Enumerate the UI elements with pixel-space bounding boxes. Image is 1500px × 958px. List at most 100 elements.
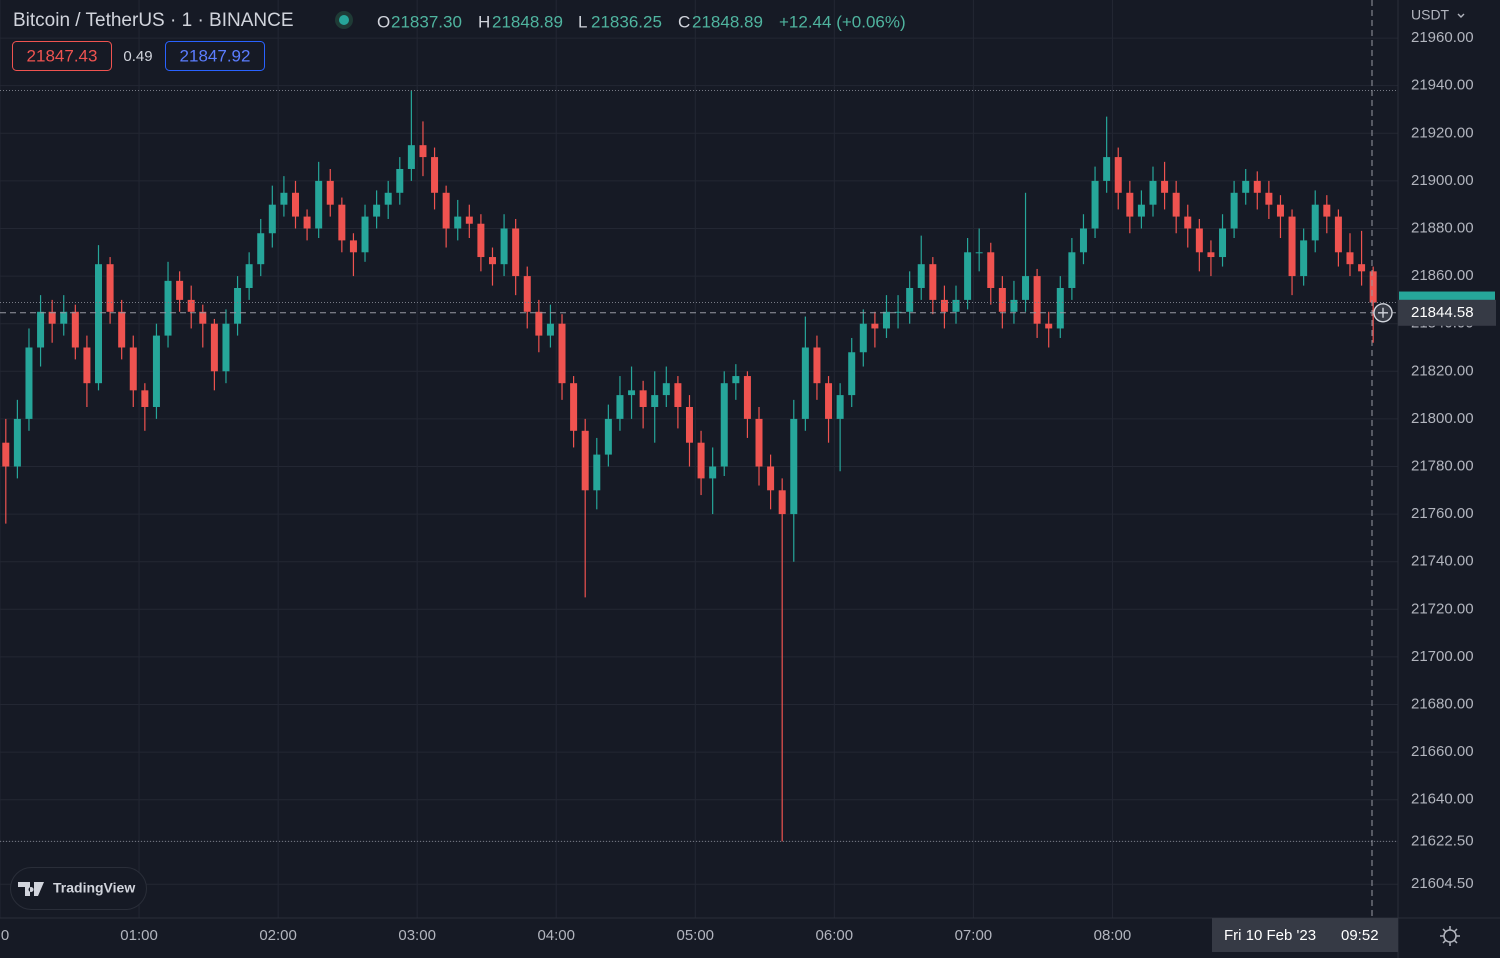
candle-body: [998, 287, 1006, 312]
candle-body: [616, 395, 624, 419]
candle-body: [720, 383, 728, 467]
settings-icon[interactable]: [1440, 926, 1460, 946]
candle-body: [929, 264, 937, 300]
ohlc-value: 21848.89: [692, 12, 763, 31]
candle-body: [859, 323, 867, 353]
candle-body: [535, 311, 543, 336]
candle-body: [1068, 252, 1076, 288]
x-tick-label: 04:00: [537, 927, 575, 944]
gear-teeth: [1440, 926, 1460, 946]
y-tick-label: 21622.50: [1411, 832, 1474, 849]
candle-body: [755, 418, 763, 467]
candle-body: [964, 252, 972, 300]
candle-body: [95, 264, 103, 384]
candle-body: [1010, 299, 1018, 312]
y-tick-label: 21960.00: [1411, 29, 1474, 46]
ask-box[interactable]: [165, 41, 265, 71]
x-tick-label: 0: [1, 927, 9, 944]
x-tick-label: 01:00: [120, 927, 158, 944]
candle-body: [1253, 180, 1261, 193]
ohlc-letter: H: [478, 12, 490, 31]
candle-body: [1126, 192, 1134, 217]
currency-bg: [1400, 2, 1498, 30]
symbol-title: Bitcoin / TetherUS · 1 · BINANCE: [13, 10, 294, 31]
x-tick-label: 03:00: [398, 927, 436, 944]
candle-body: [952, 299, 960, 312]
candle-body: [1230, 192, 1238, 229]
y-tick-label: 21800.00: [1411, 410, 1474, 427]
candle-body: [581, 430, 589, 491]
ohlc-value: 21848.89: [492, 12, 563, 31]
logo-icon: [18, 882, 44, 896]
logo-pill[interactable]: [10, 867, 147, 910]
candle-body: [685, 406, 693, 443]
candle-body: [1288, 216, 1296, 277]
y-tick-label: 21680.00: [1411, 695, 1474, 712]
ohlc-letter: L: [578, 12, 587, 31]
candle-body: [477, 223, 485, 258]
candle-body: [906, 287, 914, 312]
y-tick-label: 21860.00: [1411, 267, 1474, 284]
candle-body: [651, 395, 659, 407]
x-tick-label: 02:00: [259, 927, 297, 944]
y-tick-label: 21760.00: [1411, 505, 1474, 522]
y-tick-label: 21604.50: [1411, 875, 1474, 892]
candle-body: [558, 323, 566, 384]
candle-body: [882, 311, 890, 329]
candle-body: [396, 168, 404, 193]
y-tick-label: 21640.00: [1411, 791, 1474, 808]
candle-body: [813, 347, 821, 384]
y-tick-label: 21660.00: [1411, 743, 1474, 760]
candle-body: [454, 216, 462, 229]
candle-body: [836, 395, 844, 419]
candle-body: [604, 418, 612, 455]
candle-body: [222, 323, 230, 372]
candle-body: [732, 376, 740, 384]
candle-body: [1149, 180, 1157, 205]
candle-body: [940, 299, 948, 312]
candle-body: [1161, 180, 1169, 193]
candle-body: [1300, 240, 1308, 277]
candle-body: [848, 352, 856, 396]
candle-body: [987, 252, 995, 288]
y-tick-label: 21940.00: [1411, 77, 1474, 94]
candle-body: [801, 347, 809, 419]
candle-body: [1207, 252, 1215, 258]
candle-body: [778, 490, 786, 515]
candle-body: [187, 299, 195, 312]
candle-body: [48, 311, 56, 324]
candle-body: [1091, 180, 1099, 229]
y-tick-label: 21920.00: [1411, 124, 1474, 141]
candle-body: [500, 228, 508, 265]
y-tick-label: 21720.00: [1411, 600, 1474, 617]
candle-body: [315, 180, 323, 229]
ohlc-letter: O: [377, 12, 390, 31]
candle-body: [234, 287, 242, 324]
overlay: [0, 0, 1398, 918]
bid-box[interactable]: [12, 41, 112, 71]
candle-body: [431, 157, 439, 193]
candle-body: [164, 280, 172, 336]
candle-body: [674, 383, 682, 407]
status-dot: [339, 15, 349, 25]
candle-body: [326, 180, 334, 205]
candle-body: [1369, 271, 1377, 303]
candle-body: [1056, 287, 1064, 329]
candle-body: [373, 204, 381, 217]
candle-body: [465, 216, 473, 224]
candle-body: [743, 376, 751, 419]
y-tick-label: 21820.00: [1411, 362, 1474, 379]
candle-body: [303, 216, 311, 229]
candle-body: [141, 390, 149, 407]
candle-body: [894, 311, 902, 313]
candle-body: [1219, 228, 1227, 258]
currency-chevron: [1457, 13, 1465, 18]
crosshair-price: 21844.58: [1411, 304, 1474, 321]
currency[interactable]: USDT: [1411, 7, 1450, 23]
crosshair-time-bg: [1212, 918, 1398, 952]
candle-body: [291, 192, 299, 217]
logo-text: TradingView: [53, 880, 135, 896]
candle-body: [349, 240, 357, 253]
candle-body: [25, 347, 33, 419]
